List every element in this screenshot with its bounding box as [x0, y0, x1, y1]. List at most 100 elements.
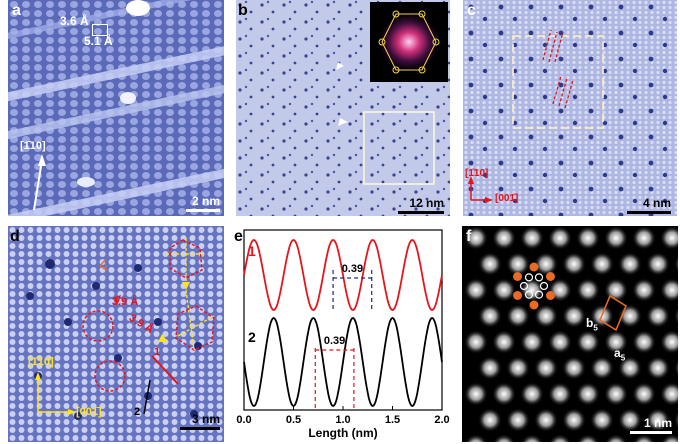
- dir-vertical-d: [1̄10]: [28, 356, 54, 368]
- lattice-atom: [464, 278, 488, 302]
- lattice-atom: [674, 411, 678, 429]
- lattice-atom: [618, 356, 642, 380]
- panel-d-image: [8, 226, 224, 442]
- spacing-value: 0.39: [342, 263, 363, 275]
- panel-a: a 3.6 Å 5.1 Å [1̄10] 2 nm: [8, 0, 224, 216]
- unit-cell-outline: [599, 294, 627, 332]
- panel-f-label: f: [466, 228, 472, 245]
- lattice-a-label: 3.6 Å: [60, 14, 89, 28]
- lattice-atom: [464, 434, 488, 442]
- lattice-atom: [520, 226, 544, 250]
- panel-a-label: a: [12, 2, 21, 19]
- lattice-atom: [604, 330, 628, 354]
- lattice-atom: [646, 356, 670, 380]
- lattice-atom: [478, 252, 502, 276]
- series-1-line: [243, 239, 443, 311]
- vector-b-label: b5: [586, 316, 598, 333]
- hexagon-marker: [545, 272, 555, 281]
- lattice-atom: [478, 304, 502, 328]
- direction-arrow: [33, 154, 46, 211]
- lattice-atom: [632, 434, 656, 442]
- lattice-atom: [478, 408, 502, 432]
- lattice-atom: [618, 252, 642, 276]
- dir-horizontal-c: [001̄]: [495, 193, 519, 204]
- lattice-atom: [464, 382, 488, 406]
- lattice-atom: [548, 330, 572, 354]
- x-tick-label: 1.5: [385, 414, 400, 426]
- lattice-atom: [646, 408, 670, 432]
- lattice-atom: [590, 252, 614, 276]
- lattice-atom: [562, 356, 586, 380]
- lattice-atom: [506, 252, 530, 276]
- scale-bar-f: 1 nm: [630, 416, 672, 434]
- lattice-atom: [660, 330, 678, 354]
- lattice-atom: [506, 408, 530, 432]
- lattice-atom: [464, 226, 488, 250]
- lattice-atom: [534, 304, 558, 328]
- lattice-atom: [520, 434, 544, 442]
- panel-c: c [1̄10] [001̄] 4 nm: [463, 0, 677, 216]
- lattice-atom: [534, 252, 558, 276]
- lattice-atom: [632, 278, 656, 302]
- x-tick-label: 0.0: [236, 414, 251, 426]
- dir-vertical-c: [1̄10]: [465, 168, 489, 179]
- scale-bar-a: 2 nm: [186, 194, 220, 212]
- inner-ring-marker: [524, 273, 534, 282]
- lattice-atom: [492, 330, 516, 354]
- line-label-1: 1: [154, 346, 161, 358]
- lattice-atom: [674, 359, 678, 377]
- scale-bar-b: 12 nm: [398, 196, 444, 214]
- inner-ring-marker: [539, 281, 549, 291]
- panel-e: 0.0 0.5 1.0 1.5 2.0 Length (nm) 1 0.39 2 0.39 e: [232, 226, 454, 444]
- panel-b: b 12 nm: [236, 0, 450, 216]
- lattice-atom: [604, 278, 628, 302]
- lattice-atom: [576, 434, 600, 442]
- lattice-atom: [562, 408, 586, 432]
- panel-d-label: d: [10, 228, 20, 245]
- lattice-atom: [492, 434, 516, 442]
- lattice-atom: [646, 304, 670, 328]
- lattice-atom: [576, 278, 600, 302]
- lattice-atom: [632, 330, 656, 354]
- hexagon-marker: [513, 291, 523, 300]
- scale-bar-d: 3 nm: [180, 412, 220, 430]
- lattice-atom: [534, 356, 558, 380]
- lattice-atom: [562, 252, 586, 276]
- direction-label: [1̄10]: [20, 140, 46, 152]
- series-2-label: 2: [248, 329, 256, 345]
- lattice-atom: [660, 434, 678, 442]
- lattice-atom: [660, 278, 678, 302]
- plot-frame: [243, 229, 443, 411]
- spacing-label-1-d: 3.9 Å: [112, 296, 139, 308]
- lattice-atom: [506, 304, 530, 328]
- inner-ring-marker: [534, 290, 544, 299]
- hexagon-marker: [545, 291, 555, 300]
- inner-ring-marker: [524, 290, 534, 299]
- lattice-atom: [520, 382, 544, 406]
- lattice-atom: [632, 382, 656, 406]
- hexagon-marker: [529, 300, 539, 310]
- lattice-atom: [492, 278, 516, 302]
- lattice-atom: [576, 226, 600, 250]
- lattice-b-label: 5.1 Å: [84, 34, 113, 48]
- lattice-atom: [674, 255, 678, 273]
- lattice-atom: [492, 382, 516, 406]
- lattice-atom: [576, 382, 600, 406]
- lattice-atom: [548, 382, 572, 406]
- x-tick-label: 0.5: [286, 414, 301, 426]
- x-tick-label: 2.0: [434, 414, 449, 426]
- lattice-atom: [520, 330, 544, 354]
- lattice-atom: [478, 356, 502, 380]
- panel-f-image: [462, 226, 678, 442]
- lattice-atom: [660, 226, 678, 250]
- dir-horizontal-d: [001̄]: [76, 406, 102, 418]
- series-1-label: 1: [248, 243, 256, 259]
- panel-f: f b5 a5 1 nm: [462, 226, 678, 442]
- scale-bar-c: 4 nm: [627, 196, 671, 214]
- lattice-atom: [618, 408, 642, 432]
- hexagon-marker: [529, 262, 539, 272]
- inner-ring-marker: [534, 273, 544, 282]
- lattice-atom: [604, 226, 628, 250]
- x-axis-label: Length (nm): [308, 426, 377, 440]
- line-profile-chart: 0.0 0.5 1.0 1.5 2.0 Length (nm) 1 0.39 2 0.39: [236, 229, 450, 440]
